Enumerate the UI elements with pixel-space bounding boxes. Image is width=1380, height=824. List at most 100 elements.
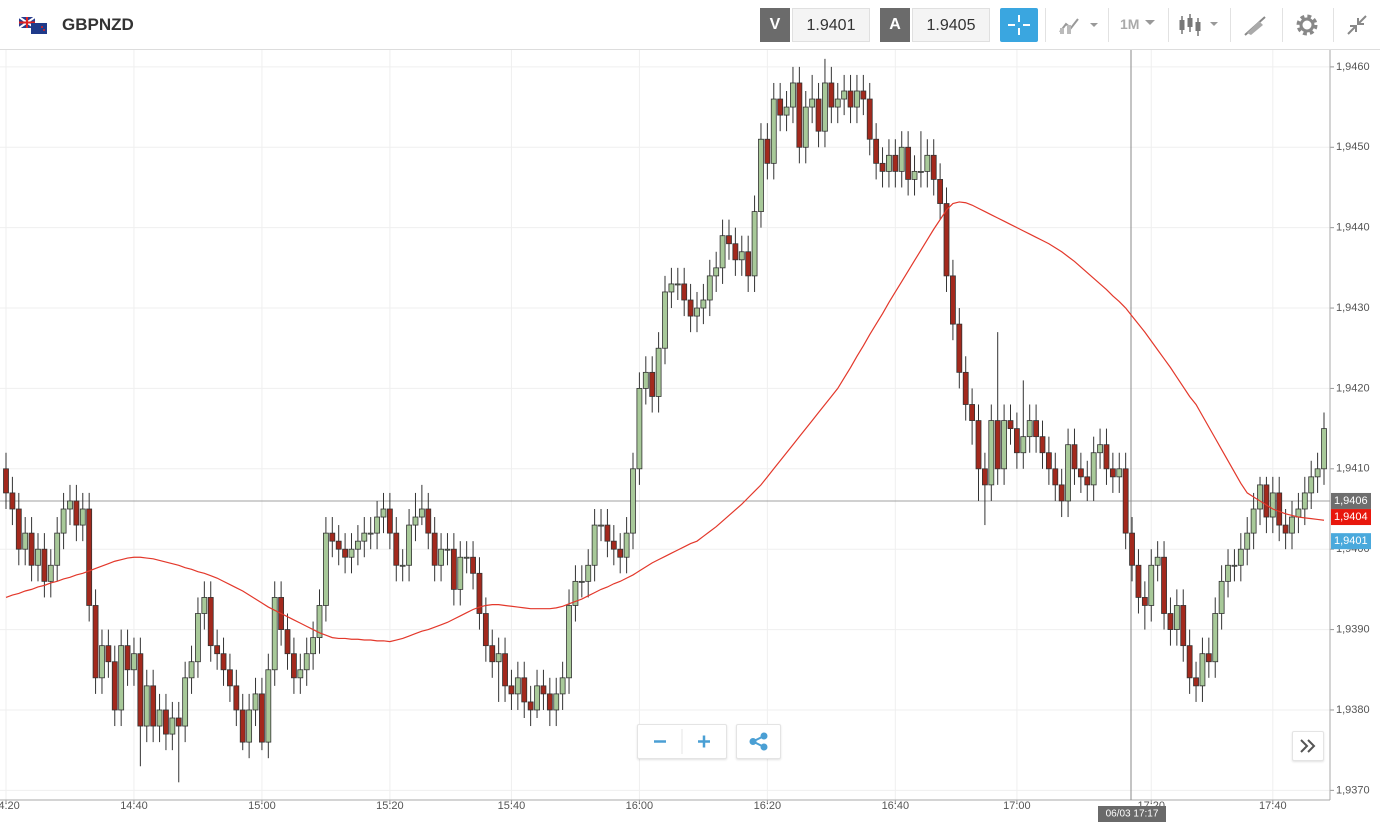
candle-body: [636, 388, 643, 470]
candle-body: [847, 90, 854, 108]
candle-body: [770, 98, 777, 164]
candle-body: [1103, 444, 1110, 470]
candle-body: [1116, 468, 1123, 478]
candle-body: [937, 179, 944, 204]
crosshair-button[interactable]: [1000, 8, 1038, 42]
candle-body: [713, 267, 720, 277]
y-tick-label: 1,9370: [1336, 784, 1370, 796]
settings-button[interactable]: [1294, 12, 1320, 38]
candle-body: [694, 307, 700, 317]
candle-body: [630, 468, 636, 534]
candle-body: [220, 653, 227, 671]
candle-body: [572, 580, 579, 606]
candle-body: [1257, 484, 1263, 510]
candle-type-button[interactable]: [1178, 13, 1224, 37]
candle-body: [28, 532, 35, 566]
candle-body: [1225, 564, 1231, 582]
candle-body: [489, 645, 496, 663]
candle-body: [604, 524, 611, 542]
price-label: 1,9406: [1334, 495, 1368, 507]
candle-body: [291, 653, 297, 679]
x-tick-label: 15:40: [498, 800, 526, 812]
chart-type-button[interactable]: [1058, 14, 1102, 36]
candle-body: [1314, 468, 1321, 478]
crosshair-label-box: [1098, 806, 1166, 822]
timeframe[interactable]: 1M: [1120, 16, 1140, 32]
candle-body: [271, 597, 278, 671]
candle-body: [546, 693, 553, 711]
scroll-end-button[interactable]: [1292, 731, 1324, 761]
zoom-in[interactable]: [698, 735, 710, 748]
candle-body: [783, 106, 790, 116]
candle-body: [1289, 516, 1295, 534]
candle-body: [482, 613, 489, 647]
candle-body: [905, 146, 912, 180]
candle-body: [60, 508, 67, 534]
candle-body: [1250, 508, 1257, 534]
candle-body: [1263, 484, 1270, 518]
candle-body: [86, 508, 93, 606]
candle-body: [335, 540, 342, 550]
candle-body: [585, 564, 592, 582]
candle-body: [1218, 580, 1225, 614]
candle-body: [706, 275, 713, 301]
sell-button[interactable]: V: [760, 8, 790, 42]
candle-body: [617, 548, 624, 558]
candle-body: [1199, 653, 1206, 687]
buy-button[interactable]: A: [880, 8, 910, 42]
candle-body: [674, 283, 681, 286]
price-label: 1,9401: [1334, 535, 1368, 547]
y-tick-label: 1,9450: [1336, 141, 1370, 153]
candle-body: [834, 98, 841, 108]
candle-body: [559, 677, 566, 695]
candle-body: [163, 709, 169, 735]
candle-body: [790, 82, 796, 108]
candle-body: [131, 653, 137, 671]
candle-body: [124, 645, 131, 671]
price-label-box: [1331, 533, 1371, 550]
candle-body: [1301, 492, 1308, 510]
candle-body: [1180, 605, 1187, 647]
buy-price[interactable]: 1.9405: [912, 8, 990, 42]
candle-body: [777, 98, 784, 116]
candle-body: [745, 251, 752, 277]
y-tick-label: 1,9390: [1336, 623, 1370, 635]
candle-body: [1090, 452, 1097, 486]
x-tick-label: 16:40: [882, 800, 910, 812]
candle-body: [1205, 653, 1212, 663]
candle-body: [73, 500, 80, 526]
candle-body: [822, 82, 828, 132]
candle-body: [380, 508, 387, 518]
candle-body: [1231, 564, 1238, 567]
flags: [19, 17, 47, 34]
candle-body: [1007, 420, 1014, 430]
sell-price[interactable]: 1.9401: [792, 8, 870, 42]
candle-body: [642, 371, 649, 389]
candle-body: [1186, 645, 1193, 679]
candle-body: [534, 685, 540, 711]
candle-body: [233, 685, 240, 711]
candle-body: [1026, 420, 1033, 438]
candle-body: [1097, 444, 1103, 454]
draw-button[interactable]: [1243, 13, 1269, 37]
candle-body: [1077, 468, 1084, 478]
candle-body: [444, 548, 451, 551]
collapse-button[interactable]: [1345, 14, 1369, 36]
candle-body: [802, 106, 809, 148]
candle-body: [54, 532, 61, 566]
share-button[interactable]: [736, 724, 781, 759]
candle-body: [1154, 556, 1161, 566]
candle-body: [1212, 613, 1219, 663]
candle-body: [118, 645, 125, 711]
candle-body: [214, 645, 221, 655]
price-label: 1,9404: [1334, 511, 1368, 523]
candle-body: [553, 693, 560, 711]
y-tick-label: 1,9430: [1336, 302, 1370, 314]
candle-body: [342, 548, 348, 558]
zoom-controls: [637, 724, 727, 759]
candle-body: [700, 299, 707, 309]
candle-body: [201, 597, 208, 614]
candle-body: [35, 548, 41, 566]
candle-body: [1237, 548, 1244, 566]
candle-body: [438, 548, 444, 566]
